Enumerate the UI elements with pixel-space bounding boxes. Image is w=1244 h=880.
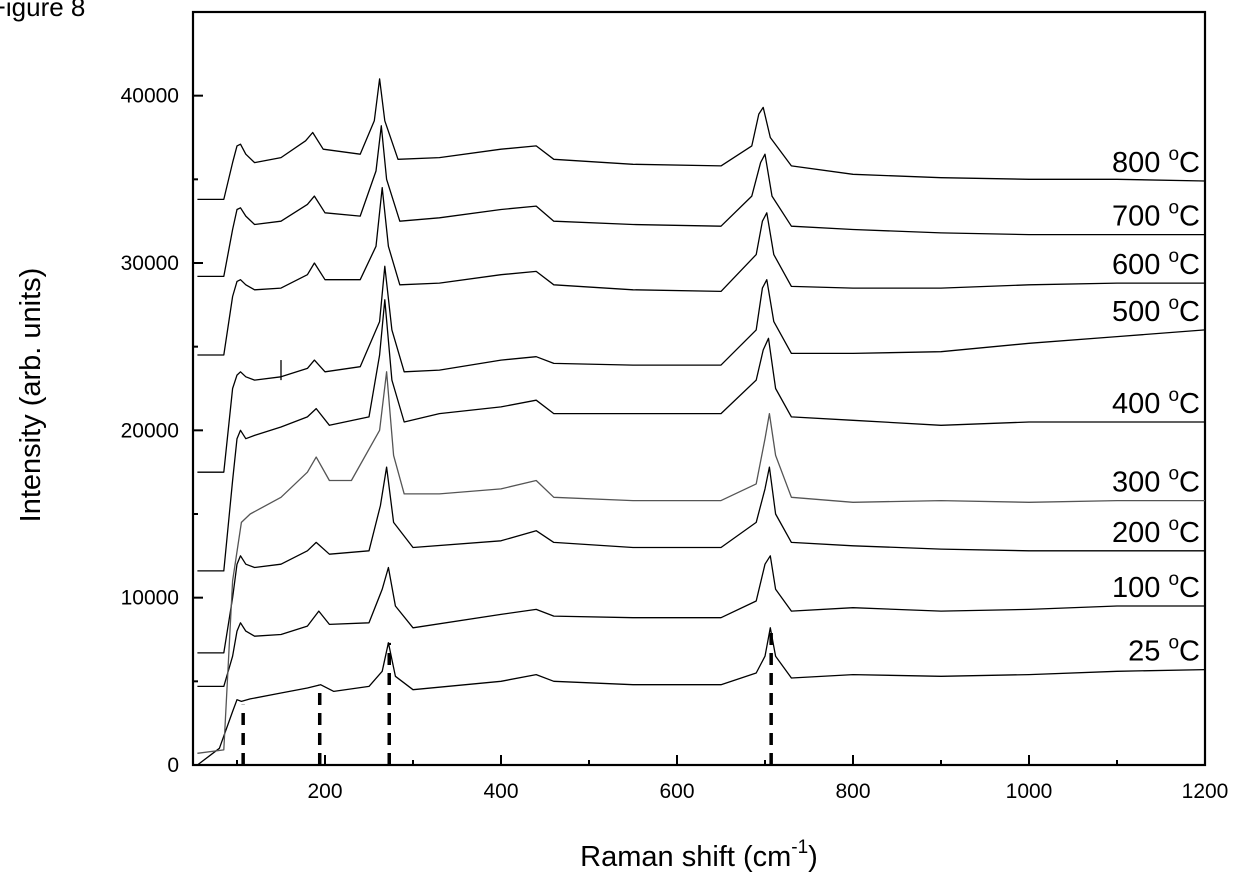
trace-400: [197, 299, 1205, 572]
trace-300: [197, 371, 1205, 754]
trace-label-300: 300 oC: [1112, 464, 1200, 499]
x-axis-title: Raman shift (cm-1): [580, 837, 818, 873]
trace-label-100: 100 oC: [1112, 569, 1200, 604]
x-axis-title-sup: -1: [791, 837, 808, 858]
plot-frame: [191, 10, 1207, 767]
y-tick-label-40000: 40000: [121, 85, 179, 108]
trace-700: [197, 125, 1205, 278]
trace-label-700: 700 oC: [1112, 198, 1200, 233]
x-tick-label-200: 200: [307, 780, 342, 803]
trace-100: [197, 555, 1205, 688]
trace-label-600: 600 oC: [1112, 246, 1200, 281]
y-tick-label-10000: 10000: [121, 587, 179, 610]
trace-label-200: 200 oC: [1112, 514, 1200, 549]
x-tick-label-800: 800: [835, 780, 870, 803]
y-tick-label-30000: 30000: [121, 252, 179, 275]
x-tick-label-600: 600: [659, 780, 694, 803]
trace-label-500: 500 oC: [1112, 293, 1200, 328]
spectra: [197, 78, 1206, 766]
trace-200: [197, 466, 1205, 654]
trace-800: [197, 78, 1206, 201]
x-tick-label-1200: 1200: [1182, 780, 1229, 803]
trace-600: [197, 187, 1205, 356]
x-axis-title-main: Raman shift (cm: [580, 841, 791, 873]
trace-label-800: 800 oC: [1112, 144, 1200, 179]
y-tick-label-0: 0: [167, 754, 179, 777]
trace-label-400: 400 oC: [1112, 385, 1200, 420]
trace-labels: 25 oC 100 oC 200 oC 300 oC 400 oC 500 oC 600 o…: [1112, 144, 1200, 668]
figure-label: Figure 8: [0, 0, 86, 22]
y-axis-title: Intensity (arb. units): [15, 268, 47, 523]
trace-500: [197, 265, 1206, 473]
x-axis-title-suffix: ): [808, 841, 818, 873]
x-tick-label-400: 400: [483, 780, 518, 803]
y-tick-label-20000: 20000: [121, 419, 179, 442]
ticks: 200 400 600 800 1000 1200 0 10000 20000 30000 4000…: [121, 85, 1229, 803]
trace-label-25: 25 oC: [1128, 633, 1200, 668]
x-tick-label-1000: 1000: [1006, 780, 1053, 803]
reference-lines: [241, 627, 773, 765]
trace-25: [197, 627, 1206, 766]
